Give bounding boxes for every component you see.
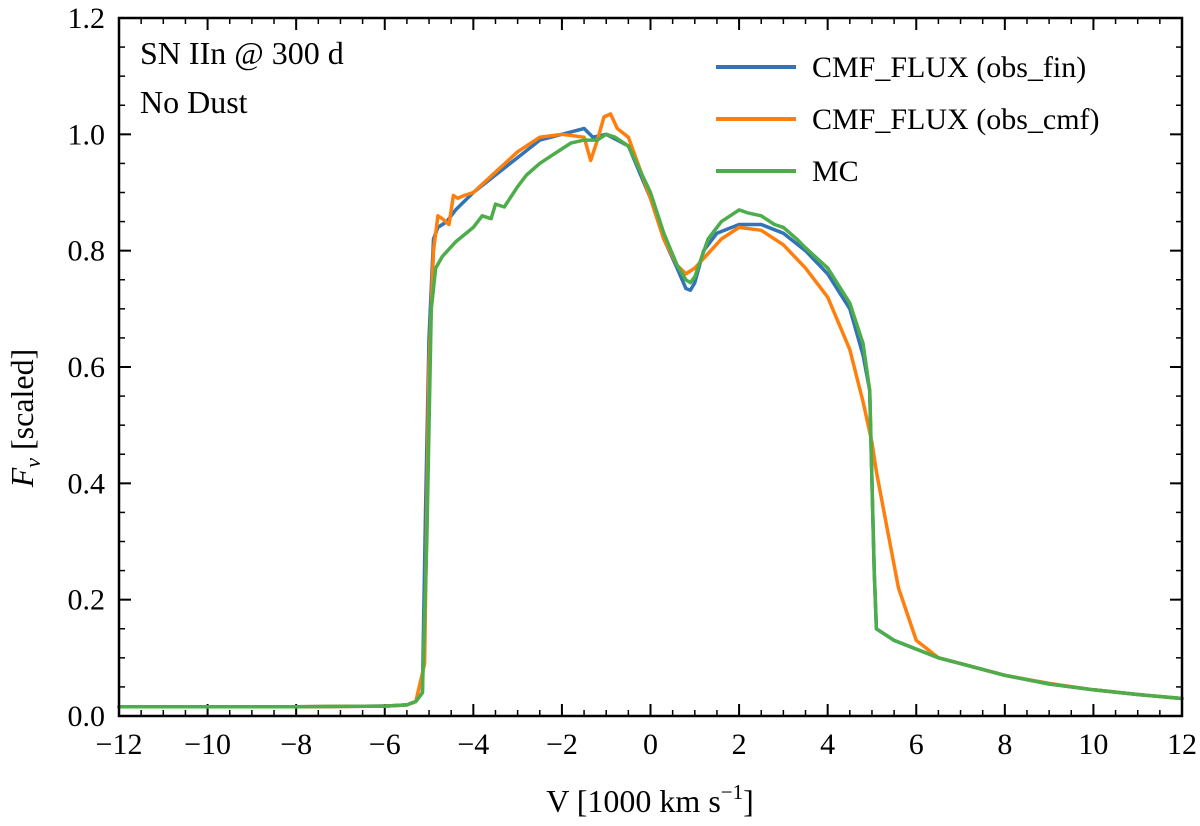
y-tick-label: 0.0 (68, 700, 106, 733)
y-tick-label: 0.4 (68, 467, 106, 500)
annotation-dust: No Dust (140, 84, 248, 120)
y-tick-label: 0.6 (68, 351, 106, 384)
y-tick-label: 0.8 (68, 235, 106, 268)
x-tick-label: 12 (1167, 728, 1197, 761)
x-tick-label: −8 (280, 728, 312, 761)
x-tick-label: −12 (96, 728, 143, 761)
legend: CMF_FLUX (obs_fin) CMF_FLUX (obs_cmf) MC (716, 51, 1100, 188)
x-tick-label: 4 (820, 728, 835, 761)
annotation-model: SN IIn @ 300 d (140, 35, 344, 71)
y-axis-label: Fν [scaled] (4, 349, 45, 489)
series-layer (117, 112, 1184, 709)
y-tick-label: 0.2 (68, 584, 106, 617)
ticks-layer: −12 −10 −8 −6 −4 −2 0 2 4 6 8 10 12 0.0 0.2 0.4 0.6 0.8 1.… (68, 2, 1198, 761)
y-axis-label-rest: [scaled] (4, 349, 40, 458)
y-tick-label: 1.2 (68, 2, 106, 35)
x-tick-label: 8 (997, 728, 1012, 761)
x-tick-label: 0 (643, 728, 658, 761)
plot-frame (117, 16, 1184, 718)
x-tick-label: −6 (369, 728, 401, 761)
legend-label-2: MC (812, 155, 859, 188)
x-tick-label: 2 (732, 728, 747, 761)
x-axis-label-close: ] (743, 783, 754, 819)
x-axis-label: V [1000 km s−1] (546, 780, 754, 819)
annotations: SN IIn @ 300 d No Dust (140, 35, 344, 120)
x-axis-label-superscript: −1 (721, 780, 743, 804)
x-tick-label: −4 (457, 728, 489, 761)
y-axis-label-main: F (4, 467, 40, 488)
series-line-2 (117, 132, 1184, 709)
x-tick-label: −10 (184, 728, 231, 761)
x-axis-label-main: V [1000 km s (546, 783, 721, 819)
x-tick-label: 10 (1078, 728, 1108, 761)
x-tick-label: 6 (909, 728, 924, 761)
y-tick-label: 1.0 (68, 118, 106, 151)
y-axis-label-subscript: ν (20, 458, 45, 468)
x-tick-label: −2 (546, 728, 578, 761)
legend-label-1: CMF_FLUX (obs_cmf) (812, 103, 1100, 136)
legend-label-0: CMF_FLUX (obs_fin) (812, 51, 1086, 84)
